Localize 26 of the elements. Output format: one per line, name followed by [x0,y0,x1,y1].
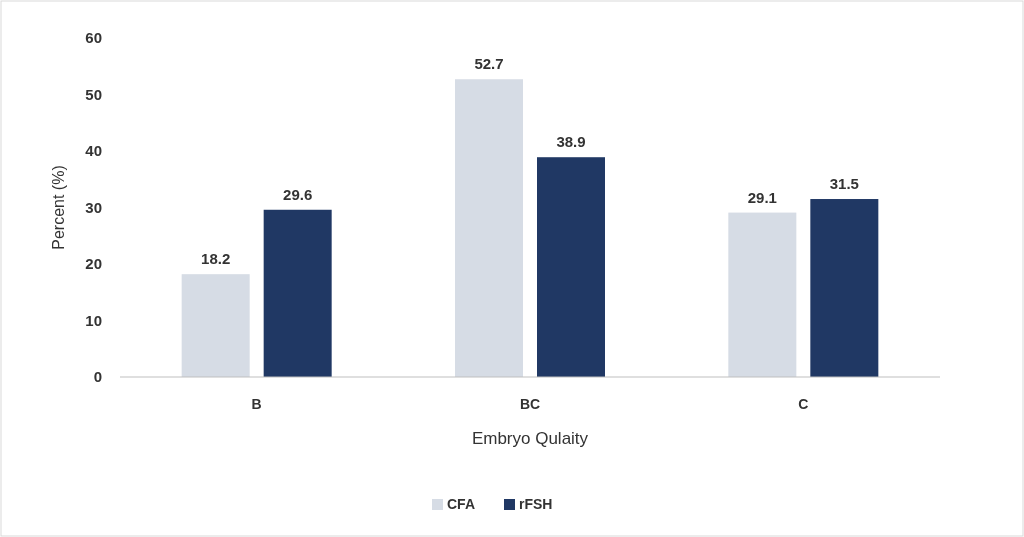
data-label: 18.2 [201,250,231,268]
bar [728,212,797,377]
bar [455,79,523,377]
y-tick-label: 60 [85,29,102,46]
y-tick-label: 40 [85,142,102,159]
y-tick-label: 0 [93,368,102,385]
bar [537,157,605,377]
data-label: 29.1 [747,188,777,206]
x-tick-label: B [251,396,262,412]
y-tick-label: 10 [85,311,102,329]
data-label: 31.5 [829,175,859,193]
bar [181,274,250,377]
bar [263,209,332,377]
data-label: 38.9 [556,133,586,151]
data-label: 29.6 [283,185,313,203]
y-tick-label: 50 [85,85,102,103]
x-axis-title: Embryo Qulaity [471,429,589,448]
y-axis-title: Percent (%) [50,165,67,250]
x-tick-label: C [798,396,809,412]
bar [810,199,879,377]
legend-label: CFA [447,496,475,512]
legend-label: rFSH [519,496,553,512]
x-tick-label: BC [519,396,541,412]
y-tick-label: 30 [85,198,102,216]
y-tick-label: 20 [85,255,102,272]
data-label: 52.7 [474,55,504,73]
